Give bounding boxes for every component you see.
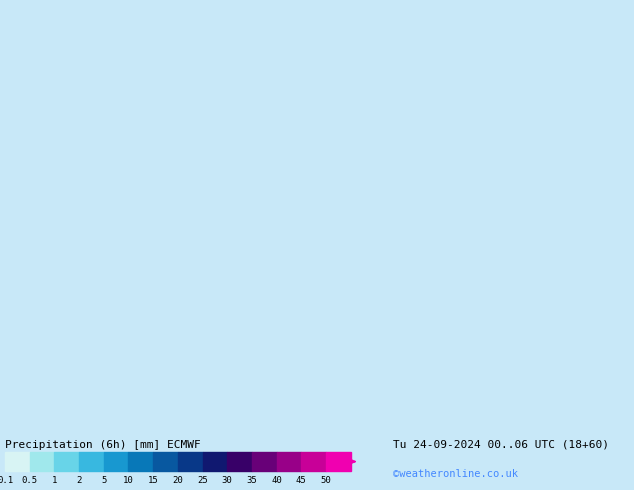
Bar bbox=[104, 452, 129, 471]
Bar bbox=[129, 452, 153, 471]
Text: 45: 45 bbox=[296, 476, 307, 485]
Bar bbox=[79, 452, 104, 471]
Bar bbox=[30, 452, 55, 471]
Text: Precipitation (6h) [mm] ECMWF: Precipitation (6h) [mm] ECMWF bbox=[5, 440, 201, 450]
Bar bbox=[5, 452, 30, 471]
Text: 20: 20 bbox=[172, 476, 183, 485]
Bar bbox=[276, 452, 301, 471]
Bar bbox=[301, 452, 326, 471]
Text: 2: 2 bbox=[77, 476, 82, 485]
Text: 30: 30 bbox=[222, 476, 233, 485]
Bar bbox=[153, 452, 178, 471]
Bar bbox=[326, 452, 351, 471]
Text: 10: 10 bbox=[123, 476, 134, 485]
Bar bbox=[252, 452, 276, 471]
Text: 5: 5 bbox=[101, 476, 107, 485]
Bar bbox=[202, 452, 227, 471]
Text: ©weatheronline.co.uk: ©weatheronline.co.uk bbox=[393, 469, 518, 479]
Text: 25: 25 bbox=[197, 476, 208, 485]
Text: 0.1: 0.1 bbox=[0, 476, 13, 485]
Text: Tu 24-09-2024 00..06 UTC (18+60): Tu 24-09-2024 00..06 UTC (18+60) bbox=[393, 440, 609, 450]
Bar bbox=[55, 452, 79, 471]
Text: 0.5: 0.5 bbox=[22, 476, 38, 485]
Text: 50: 50 bbox=[321, 476, 332, 485]
Bar bbox=[227, 452, 252, 471]
Text: 40: 40 bbox=[271, 476, 282, 485]
Text: 15: 15 bbox=[148, 476, 158, 485]
Text: 1: 1 bbox=[52, 476, 57, 485]
Bar bbox=[178, 452, 202, 471]
Text: 35: 35 bbox=[247, 476, 257, 485]
